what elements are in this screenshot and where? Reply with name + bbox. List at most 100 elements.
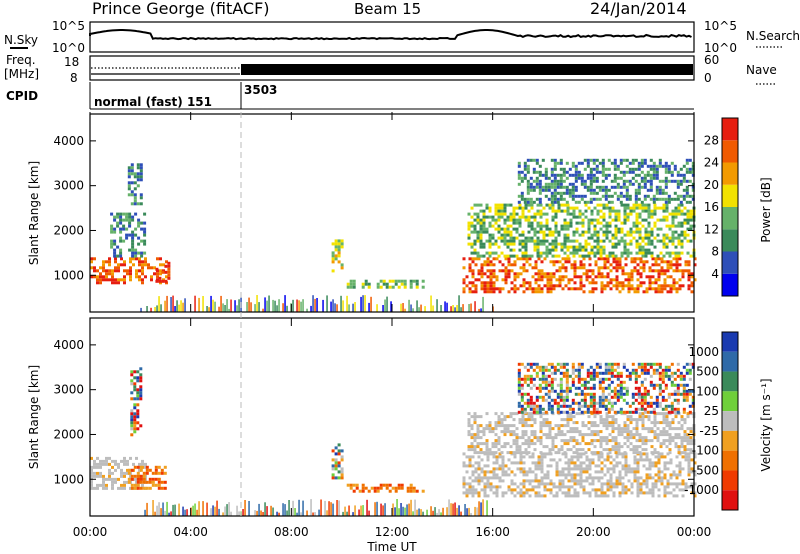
echo-cell bbox=[500, 203, 504, 207]
echo-cell bbox=[647, 236, 651, 240]
echo-cell bbox=[157, 483, 161, 487]
echo-cell bbox=[677, 421, 681, 425]
echo-cell bbox=[474, 290, 478, 294]
echo-cell bbox=[647, 203, 651, 207]
xlabel: Time UT bbox=[366, 540, 417, 554]
echo-cell bbox=[519, 470, 523, 474]
echo-cell bbox=[485, 412, 489, 416]
echo-cell bbox=[646, 188, 650, 192]
echo-cell bbox=[130, 373, 134, 377]
echo-cell bbox=[602, 421, 606, 425]
echo-cell bbox=[620, 203, 624, 207]
echo-cell bbox=[610, 194, 614, 198]
echo-cell bbox=[560, 418, 564, 422]
echo-cell bbox=[123, 480, 126, 484]
echo-cell bbox=[679, 179, 683, 183]
echo-cell bbox=[515, 427, 519, 431]
echo-cell bbox=[582, 479, 586, 483]
echo-cell bbox=[535, 404, 539, 408]
echo-cell bbox=[553, 161, 557, 165]
echo-cell bbox=[125, 218, 129, 222]
echo-cell bbox=[506, 203, 510, 207]
echo-cell bbox=[497, 218, 501, 222]
echo-cell bbox=[645, 287, 649, 291]
echo-cell bbox=[552, 482, 556, 486]
echo-cell bbox=[672, 278, 676, 282]
echo-cell bbox=[680, 212, 684, 216]
echo-cell bbox=[524, 421, 528, 425]
echo-cell bbox=[492, 287, 496, 291]
colorbar-swatch bbox=[722, 207, 738, 230]
echo-cell bbox=[640, 407, 644, 411]
echo-cell bbox=[537, 464, 541, 468]
echo-cell bbox=[136, 379, 140, 383]
echo-cell bbox=[626, 251, 630, 255]
echo-cell bbox=[596, 433, 600, 437]
echo-cell bbox=[580, 179, 584, 183]
echo-cell bbox=[625, 392, 629, 396]
echo-cell bbox=[688, 158, 692, 162]
echo-cell bbox=[631, 161, 635, 165]
echo-cell bbox=[615, 461, 619, 465]
echo-cell bbox=[607, 173, 611, 177]
echo-cell bbox=[601, 188, 605, 192]
ground-scatter-cell bbox=[394, 507, 396, 516]
echo-cell bbox=[671, 239, 675, 243]
echo-cell bbox=[628, 170, 632, 174]
echo-cell bbox=[688, 392, 692, 396]
echo-cell bbox=[540, 467, 544, 471]
echo-cell bbox=[485, 448, 489, 452]
echo-cell bbox=[506, 245, 510, 249]
echo-cell bbox=[539, 209, 543, 213]
echo-cell bbox=[133, 202, 137, 206]
echo-cell bbox=[553, 182, 557, 186]
echo-cell bbox=[688, 167, 692, 171]
echo-cell bbox=[108, 462, 111, 466]
ns-left-bottom-tick: 10^0 bbox=[52, 41, 85, 55]
echo-cell bbox=[138, 275, 141, 279]
ground-scatter-cell bbox=[432, 305, 434, 312]
ground-scatter-cell bbox=[256, 510, 258, 516]
echo-cell bbox=[599, 421, 603, 425]
echo-cell bbox=[559, 383, 563, 387]
echo-cell bbox=[594, 494, 598, 498]
echo-cell bbox=[394, 486, 398, 490]
echo-cell bbox=[129, 275, 132, 279]
echo-cell bbox=[388, 483, 392, 487]
echo-cell bbox=[596, 209, 600, 213]
echo-cell bbox=[529, 158, 533, 162]
echo-cell bbox=[641, 442, 645, 446]
ground-scatter-cell bbox=[406, 504, 408, 516]
echo-cell bbox=[580, 389, 584, 393]
echo-cell bbox=[570, 266, 574, 270]
echo-cell bbox=[626, 254, 630, 258]
echo-cell bbox=[622, 362, 626, 366]
station-title: Prince George (fitACF) bbox=[92, 0, 270, 18]
echo-cell bbox=[90, 465, 93, 469]
echo-cell bbox=[688, 179, 692, 183]
echo-cell bbox=[548, 251, 552, 255]
echo-cell bbox=[585, 269, 589, 273]
echo-cell bbox=[651, 461, 655, 465]
echo-cell bbox=[571, 188, 575, 192]
echo-cell bbox=[552, 287, 556, 291]
echo-cell bbox=[664, 164, 668, 168]
echo-cell bbox=[618, 260, 622, 264]
echo-cell bbox=[596, 439, 600, 443]
echo-cell bbox=[576, 467, 580, 471]
echo-cell bbox=[661, 191, 665, 195]
echo-cell bbox=[138, 462, 141, 466]
echo-cell bbox=[530, 215, 534, 219]
echo-cell bbox=[625, 179, 629, 183]
echo-cell bbox=[615, 482, 619, 486]
echo-cell bbox=[657, 257, 661, 261]
echo-cell bbox=[660, 287, 664, 291]
echo-cell bbox=[574, 173, 578, 177]
echo-cell bbox=[334, 458, 338, 462]
echo-cell bbox=[563, 251, 567, 255]
echo-cell bbox=[605, 236, 609, 240]
echo-cell bbox=[474, 488, 478, 492]
echo-cell bbox=[570, 287, 574, 291]
echo-cell bbox=[595, 179, 599, 183]
echo-cell bbox=[662, 242, 666, 246]
